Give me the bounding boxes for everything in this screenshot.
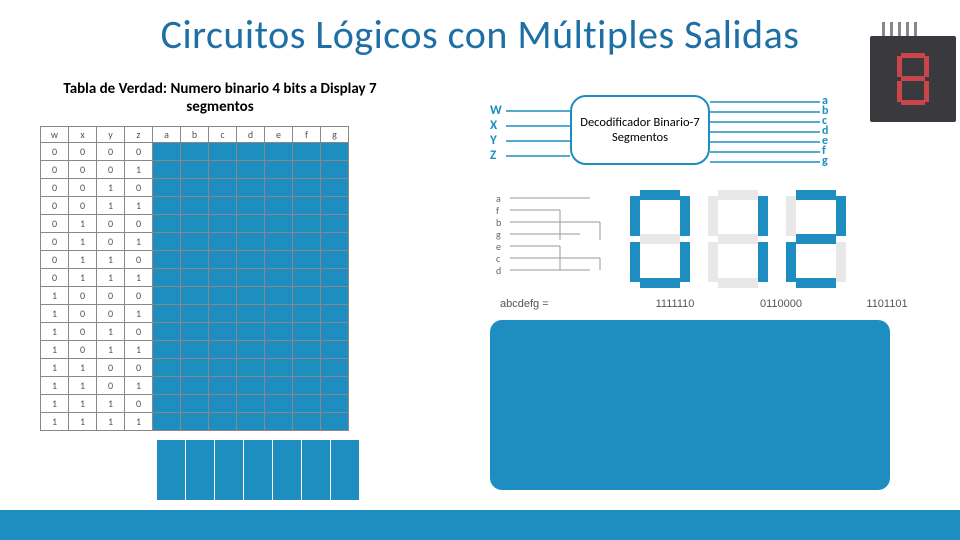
code-2: 1101101 (856, 298, 918, 310)
decoder-inputs: WXYZ (490, 103, 502, 163)
decoder-outputs: abcdefg (822, 96, 828, 166)
segment-label-diagram: afbgecd (490, 190, 610, 293)
segment-codes: abcdefg = 1111110 0110000 1101101 (500, 298, 918, 310)
col-w: w (41, 127, 69, 143)
code-0: 1111110 (644, 298, 706, 310)
blank-panel (490, 320, 890, 490)
col-y: y (97, 127, 125, 143)
decoder-output-wires (710, 96, 820, 168)
col-g: g (321, 127, 349, 143)
table-output-bars (40, 440, 400, 500)
page-title: Circuitos Lógicos con Múltiples Salidas (0, 0, 960, 59)
truth-table: wxyzabcdefg 0000000100100011010001010110… (40, 126, 349, 431)
col-e: e (265, 127, 293, 143)
seven-segment-digits (630, 190, 846, 288)
decoder-label: Decodificador Binario-7 Segmentos (572, 115, 708, 145)
footer-bar (0, 510, 960, 540)
col-f: f (293, 127, 321, 143)
col-a: a (153, 127, 181, 143)
col-d: d (237, 127, 265, 143)
col-z: z (125, 127, 153, 143)
code-1: 0110000 (750, 298, 812, 310)
seven-segment-photo (870, 36, 956, 122)
codes-label: abcdefg = (500, 298, 600, 310)
truth-table-caption: Tabla de Verdad: Numero binario 4 bits a… (40, 80, 400, 116)
decoder-input-wires (506, 103, 570, 163)
decoder-block: Decodificador Binario-7 Segmentos (570, 95, 710, 165)
col-b: b (181, 127, 209, 143)
col-x: x (69, 127, 97, 143)
col-c: c (209, 127, 237, 143)
